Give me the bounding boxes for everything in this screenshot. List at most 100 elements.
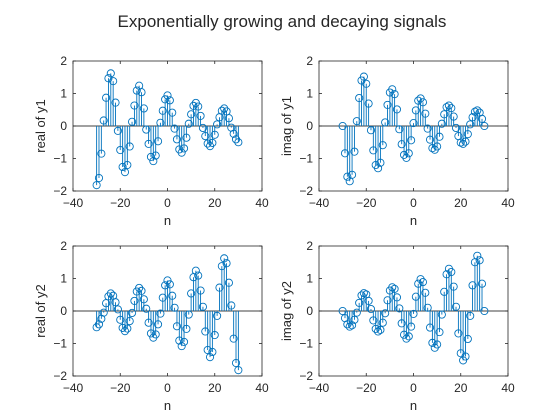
- stem-marker: [125, 317, 134, 326]
- stem-marker: [184, 310, 193, 319]
- stem-marker: [442, 103, 451, 112]
- stem-marker: [158, 106, 167, 115]
- stem-marker: [435, 132, 444, 141]
- stem-marker: [94, 320, 104, 329]
- stem-marker: [475, 256, 484, 265]
- stem-marker: [437, 119, 446, 128]
- stem-marker: [205, 353, 215, 362]
- x-tick-label: 40: [501, 381, 515, 395]
- stem-marker: [414, 96, 423, 105]
- stem-marker: [198, 123, 207, 132]
- stem-marker: [376, 325, 385, 334]
- x-tick-label: 0: [410, 196, 417, 210]
- subplot-imag-y2: −40 −20 0 20 40 −2 −1 0 1 2 n imag of y2: [279, 239, 515, 413]
- stem-marker: [466, 120, 475, 129]
- x-tick-label: 40: [501, 196, 515, 210]
- stem-marker: [149, 157, 158, 166]
- y-tick-label: −1: [299, 152, 313, 166]
- stem-marker: [92, 323, 101, 332]
- stem-marker: [146, 329, 156, 338]
- y-tick-label: −1: [53, 337, 67, 351]
- stem-marker: [231, 135, 241, 144]
- stem-marker: [345, 322, 354, 331]
- stem-marker: [153, 320, 163, 329]
- stem-marker: [449, 282, 458, 291]
- stem-marker: [170, 303, 179, 312]
- stem-marker: [463, 130, 472, 139]
- stem-marker: [113, 126, 122, 135]
- stem-marker: [137, 88, 146, 97]
- stem-marker: [383, 100, 392, 109]
- stem-marker: [172, 135, 181, 144]
- figure-title: Exponentially growing and decaying signa…: [118, 12, 447, 31]
- stem-marker: [348, 170, 357, 179]
- stem-marker: [99, 116, 108, 125]
- stem-marker: [128, 117, 137, 126]
- stem-marker: [104, 292, 113, 301]
- x-tick-label: −40: [63, 196, 84, 210]
- stem-marker: [397, 140, 406, 149]
- stem-marker: [142, 304, 151, 313]
- stem-marker: [120, 327, 130, 336]
- stem-marker: [442, 270, 451, 279]
- stem-marker: [156, 118, 165, 127]
- stem-marker: [402, 334, 411, 343]
- stem-marker: [428, 338, 437, 347]
- stem-marker: [392, 293, 402, 302]
- stem-marker: [106, 289, 115, 298]
- stem-marker: [210, 330, 219, 340]
- y-tick-label: 0: [306, 304, 313, 318]
- stem-marker: [227, 301, 236, 310]
- stem-marker: [203, 345, 212, 355]
- stem-marker: [229, 129, 238, 138]
- x-tick-label: 0: [164, 381, 171, 395]
- stem-marker: [125, 142, 134, 151]
- stem-marker: [359, 72, 368, 81]
- stem-marker: [175, 336, 184, 345]
- stem-marker: [196, 286, 205, 295]
- stem-marker: [376, 158, 385, 167]
- x-tick-label: 0: [164, 196, 171, 210]
- stem-marker: [369, 146, 378, 155]
- stem-marker: [142, 125, 151, 134]
- stem-marker: [466, 311, 475, 320]
- x-tick-label: 0: [410, 381, 417, 395]
- stem-marker: [357, 291, 366, 300]
- stem-marker: [404, 332, 413, 341]
- subplot-imag-y1: −40 −20 0 20 40 −2 −1 0 1 2 n imag of y1: [279, 54, 515, 228]
- x-tick-label: −40: [63, 381, 84, 395]
- x-tick-label: 20: [208, 196, 222, 210]
- stem-marker: [224, 114, 233, 123]
- stem-marker: [116, 315, 125, 324]
- stem-marker: [480, 306, 489, 316]
- y-tick-label: −2: [299, 184, 313, 198]
- y-tick-label: 0: [60, 304, 67, 318]
- stem-marker: [381, 309, 390, 318]
- stem-marker: [170, 124, 179, 133]
- stem-marker: [418, 98, 428, 107]
- stem-marker: [480, 121, 489, 131]
- stem-marker: [440, 110, 449, 119]
- stem-marker: [201, 132, 210, 141]
- stem-marker: [146, 152, 156, 161]
- y-tick-label: 1: [60, 272, 67, 286]
- stem-marker: [461, 137, 470, 146]
- stem-marker: [234, 366, 243, 375]
- stem-marker: [355, 298, 364, 307]
- stem-marker: [421, 109, 430, 118]
- x-tick-label: −20: [356, 381, 377, 395]
- stem-marker: [435, 328, 444, 337]
- stem-marker: [355, 94, 364, 103]
- stem-marker: [116, 145, 125, 155]
- stem-marker: [447, 104, 456, 113]
- stem-marker: [189, 101, 198, 110]
- stem-marker: [196, 111, 205, 120]
- x-tick-label: −20: [110, 381, 131, 395]
- stem-marker: [447, 267, 456, 277]
- stem-marker: [109, 77, 118, 86]
- stem-marker: [213, 120, 222, 129]
- stem-marker: [229, 334, 238, 343]
- stem-marker: [416, 275, 425, 284]
- stem-marker: [407, 322, 416, 331]
